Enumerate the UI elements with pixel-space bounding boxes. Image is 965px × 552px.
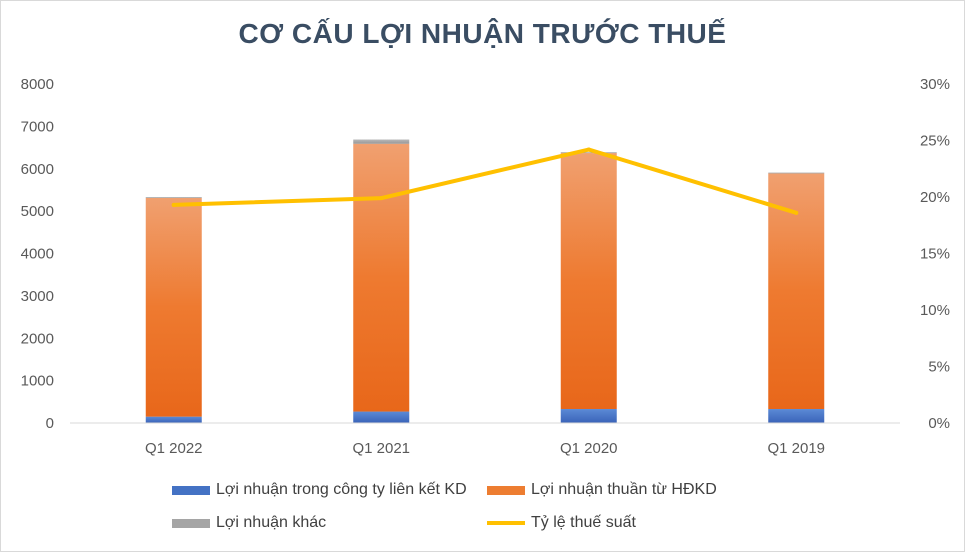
x-tick-label: Q1 2019 [767,440,825,457]
y-left-tick-label: 3000 [21,288,54,305]
line-tax-rate [171,147,799,215]
y-right-tick-label: 20% [920,189,950,206]
bar-associates-3 [768,409,825,423]
bar-operating-2 [560,153,617,410]
bar-operating-1 [353,143,410,412]
x-tick-label: Q1 2021 [352,440,410,457]
point-tax-rate-1 [379,196,384,201]
bar-other-2 [560,152,617,154]
bar-associates-1 [353,411,410,423]
bar-other-3 [768,172,825,174]
x-tick-label: Q1 2022 [145,440,203,457]
point-tax-rate-2 [586,147,591,152]
y-right-tick-label: 25% [920,133,950,150]
y-left-tick-label: 5000 [21,203,54,220]
bar-operating-0 [145,197,202,417]
y-right-tick-label: 0% [928,415,950,432]
y-left-tick-label: 4000 [21,246,54,263]
y-right-tick-label: 30% [920,76,950,93]
y-left-tick-label: 1000 [21,373,54,390]
bar-other-1 [353,139,410,144]
y-left-tick-label: 6000 [21,161,54,178]
y-right-tick-label: 10% [920,302,950,319]
y-left-tick-label: 7000 [21,118,54,135]
bar-other-0 [145,197,202,198]
y-left-tick-label: 2000 [21,330,54,347]
bar-associates-0 [145,416,202,423]
y-left-tick-label: 8000 [21,76,54,93]
point-tax-rate-3 [794,210,799,215]
chart-title: CƠ CẤU LỢI NHUẬN TRƯỚC THUẾ [238,18,727,49]
x-tick-label: Q1 2020 [560,440,618,457]
bar-associates-2 [560,409,617,423]
y-right-tick-label: 5% [928,359,950,376]
y-left-tick-label: 0 [46,415,54,432]
y-right-tick-label: 15% [920,246,950,263]
point-tax-rate-0 [171,202,176,207]
